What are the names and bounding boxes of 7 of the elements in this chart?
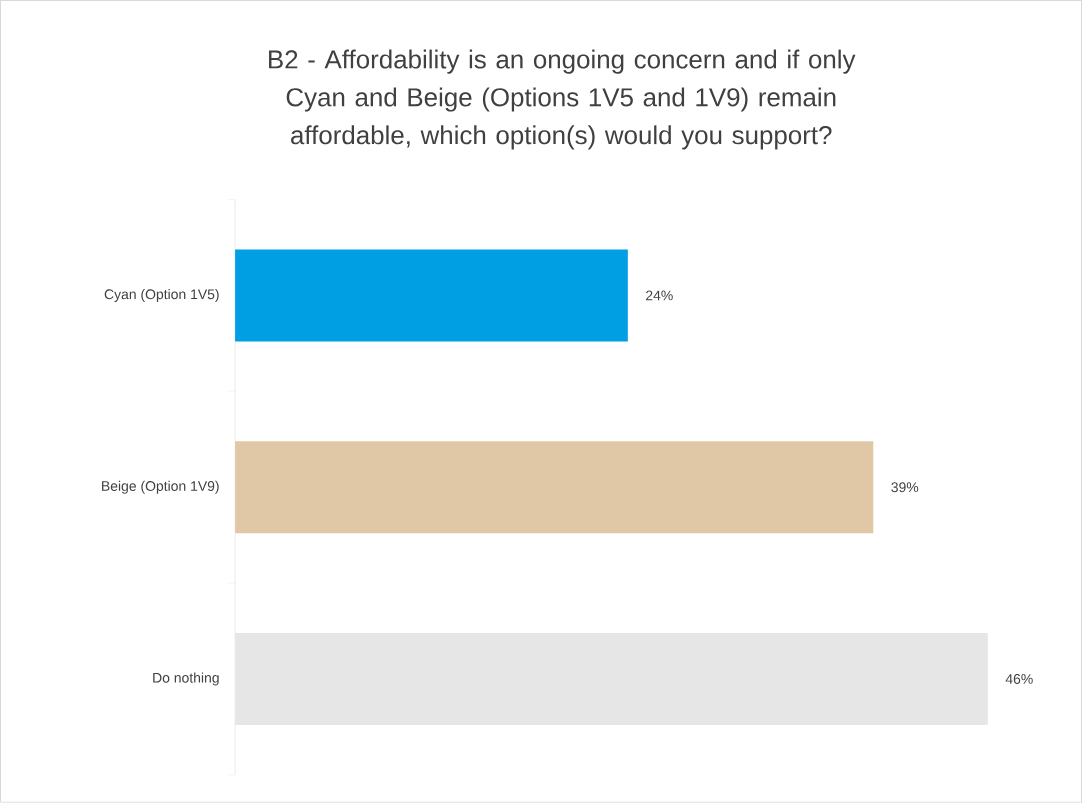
- chart-title: B2 - Affordability is an ongoing concern and if only Cyan and Beige (Options 1V5 and 1V9) remain affordable, which option(s) would you support?: [269, 49, 856, 150]
- data-label: 39%: [891, 482, 919, 493]
- data-label: 24%: [646, 290, 673, 301]
- y-tick-label: Do nothing: [153, 672, 219, 686]
- data-label: 46%: [1005, 674, 1033, 684]
- y-tick-label: Cyan (Option 1V5): [104, 289, 219, 303]
- y-tick-label: Beige (Option 1V9): [102, 480, 219, 494]
